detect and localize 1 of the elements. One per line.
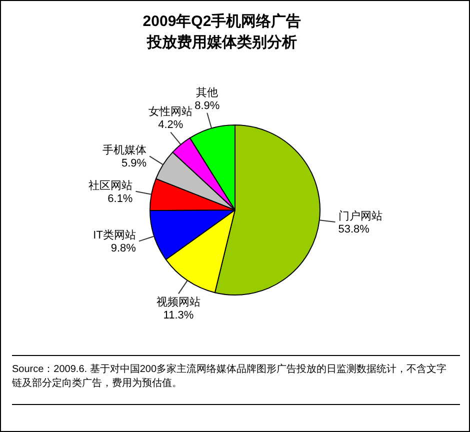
- title: 2009年Q2手机网络广告投放费用媒体类别分析: [142, 13, 302, 51]
